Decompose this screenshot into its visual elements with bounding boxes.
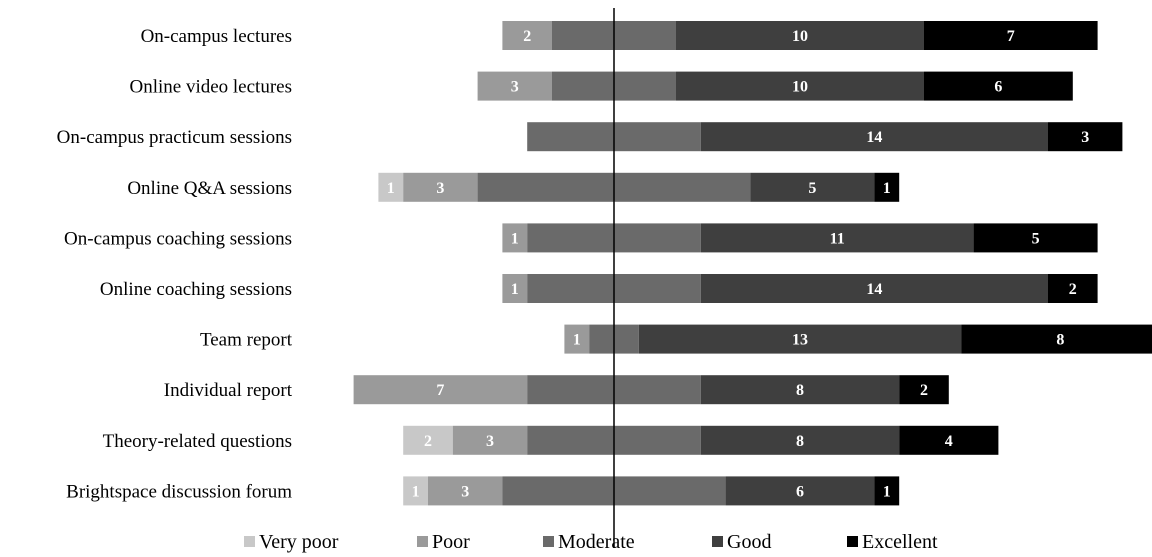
bar-online-qanda-sessions-excellent <box>874 172 900 202</box>
bar-team-report-poor <box>564 324 590 354</box>
category-label-online-coaching-sessions: Online coaching sessions <box>100 279 292 300</box>
data-label-theory-related-questions-poor: 3 <box>486 433 494 450</box>
data-label-online-video-lectures-poor: 3 <box>511 79 519 96</box>
bar-theory-related-questions-good <box>700 425 900 455</box>
bar-online-coaching-sessions-poor <box>502 274 528 303</box>
data-label-on-campus-lectures-poor: 2 <box>523 28 531 45</box>
bar-brightspace-discussion-forum-very-poor <box>403 476 428 506</box>
legend-swatch-poor <box>417 536 428 547</box>
legend-swatch-excellent <box>847 536 858 547</box>
bar-online-video-lectures-excellent <box>924 71 1073 101</box>
data-label-online-qanda-sessions-very-poor: 1 <box>387 180 395 197</box>
category-labels: On-campus lectures Online video lectures O… <box>57 26 293 502</box>
bar-theory-related-questions-poor <box>452 425 528 455</box>
category-label-online-qanda-sessions: Online Q&A sessions <box>127 178 292 199</box>
data-label-brightspace-discussion-forum-poor: 3 <box>461 483 469 500</box>
bar-online-video-lectures-good <box>676 71 924 101</box>
data-label-individual-report-good: 8 <box>796 382 804 399</box>
legend-label-good: Good <box>727 531 771 553</box>
data-label-team-report-excellent: 8 <box>1056 332 1064 349</box>
data-label-online-coaching-sessions-poor: 1 <box>511 281 519 298</box>
category-label-team-report: Team report <box>200 330 293 351</box>
data-label-on-campus-lectures-good: 10 <box>792 28 808 45</box>
data-label-theory-related-questions-good: 8 <box>796 433 804 450</box>
data-label-online-qanda-sessions-poor: 3 <box>436 180 444 197</box>
legend-swatch-very-poor <box>244 536 255 547</box>
bar-individual-report-excellent <box>899 375 949 405</box>
category-label-brightspace-discussion-forum: Brightspace discussion forum <box>66 481 292 502</box>
bar-on-campus-coaching-sessions-excellent <box>973 223 1098 253</box>
legend-swatch-moderate <box>543 536 554 547</box>
data-label-online-qanda-sessions-good: 5 <box>808 180 816 197</box>
data-label-on-campus-coaching-sessions-excellent: 5 <box>1032 230 1040 247</box>
legend-label-excellent: Excellent <box>862 531 938 553</box>
bar-brightspace-discussion-forum-poor <box>428 476 503 506</box>
bar-team-report-good <box>638 324 962 354</box>
data-label-individual-report-excellent: 2 <box>920 382 928 399</box>
data-label-online-video-lectures-good: 10 <box>792 79 808 96</box>
bar-team-report-excellent <box>961 324 1152 354</box>
bar-on-campus-coaching-sessions-poor <box>502 223 528 253</box>
bar-on-campus-coaching-sessions-good <box>700 223 974 253</box>
bar-brightspace-discussion-forum-excellent <box>874 476 900 506</box>
data-label-online-qanda-sessions-excellent: 1 <box>883 180 891 197</box>
data-label-brightspace-discussion-forum-very-poor: 1 <box>412 483 420 500</box>
category-label-on-campus-practicum-sessions: On-campus practicum sessions <box>57 127 292 148</box>
category-label-online-video-lectures: Online video lectures <box>129 77 292 98</box>
bar-online-qanda-sessions-poor <box>403 172 478 202</box>
bar-online-video-lectures-poor <box>477 71 552 101</box>
legend-label-poor: Poor <box>432 531 470 553</box>
category-label-on-campus-lectures: On-campus lectures <box>141 26 292 47</box>
data-label-team-report-good: 13 <box>792 332 808 349</box>
data-label-on-campus-coaching-sessions-good: 11 <box>830 230 845 247</box>
bar-online-coaching-sessions-good <box>700 274 1048 303</box>
bar-online-qanda-sessions-very-poor <box>378 172 404 202</box>
bar-individual-report-poor <box>353 375 528 405</box>
bar-theory-related-questions-very-poor <box>403 425 453 455</box>
bar-online-qanda-sessions-good <box>750 172 875 202</box>
category-label-on-campus-coaching-sessions: On-campus coaching sessions <box>64 228 292 249</box>
bars-group: 2 10 73 10 614 31 3 5 11 11 51 14 21 13 87 8 22 3 8 41 3 6 1 <box>353 21 1152 506</box>
data-label-brightspace-discussion-forum-good: 6 <box>796 483 804 500</box>
category-label-theory-related-questions: Theory-related questions <box>103 431 292 452</box>
data-label-team-report-poor: 1 <box>573 332 581 349</box>
category-label-individual-report: Individual report <box>164 380 293 401</box>
bar-individual-report-good <box>700 375 900 405</box>
legend-swatch-good <box>712 536 723 547</box>
bar-on-campus-lectures-excellent <box>924 21 1098 50</box>
data-label-theory-related-questions-excellent: 4 <box>945 433 953 450</box>
bar-on-campus-lectures-poor <box>502 21 552 50</box>
data-label-theory-related-questions-very-poor: 2 <box>424 433 432 450</box>
data-label-online-coaching-sessions-good: 14 <box>866 281 882 298</box>
bar-on-campus-practicum-sessions-excellent <box>1048 122 1123 152</box>
legend-label-very-poor: Very poor <box>259 531 339 553</box>
data-label-on-campus-coaching-sessions-poor: 1 <box>511 230 519 247</box>
data-label-on-campus-practicum-sessions-excellent: 3 <box>1081 129 1089 146</box>
bar-brightspace-discussion-forum-good <box>725 476 875 506</box>
legend: Very poor Poor Moderate Good Excellent <box>244 531 938 553</box>
bar-on-campus-practicum-sessions-good <box>700 122 1048 152</box>
data-label-online-video-lectures-excellent: 6 <box>994 79 1002 96</box>
data-label-on-campus-practicum-sessions-good: 14 <box>866 129 882 146</box>
data-label-online-coaching-sessions-excellent: 2 <box>1069 281 1077 298</box>
data-label-individual-report-poor: 7 <box>436 382 444 399</box>
legend-label-moderate: Moderate <box>558 531 635 553</box>
bar-online-coaching-sessions-excellent <box>1048 274 1098 303</box>
data-label-on-campus-lectures-excellent: 7 <box>1007 28 1015 45</box>
bar-on-campus-lectures-good <box>676 21 924 50</box>
data-label-brightspace-discussion-forum-excellent: 1 <box>883 483 891 500</box>
bar-theory-related-questions-excellent <box>899 425 999 455</box>
